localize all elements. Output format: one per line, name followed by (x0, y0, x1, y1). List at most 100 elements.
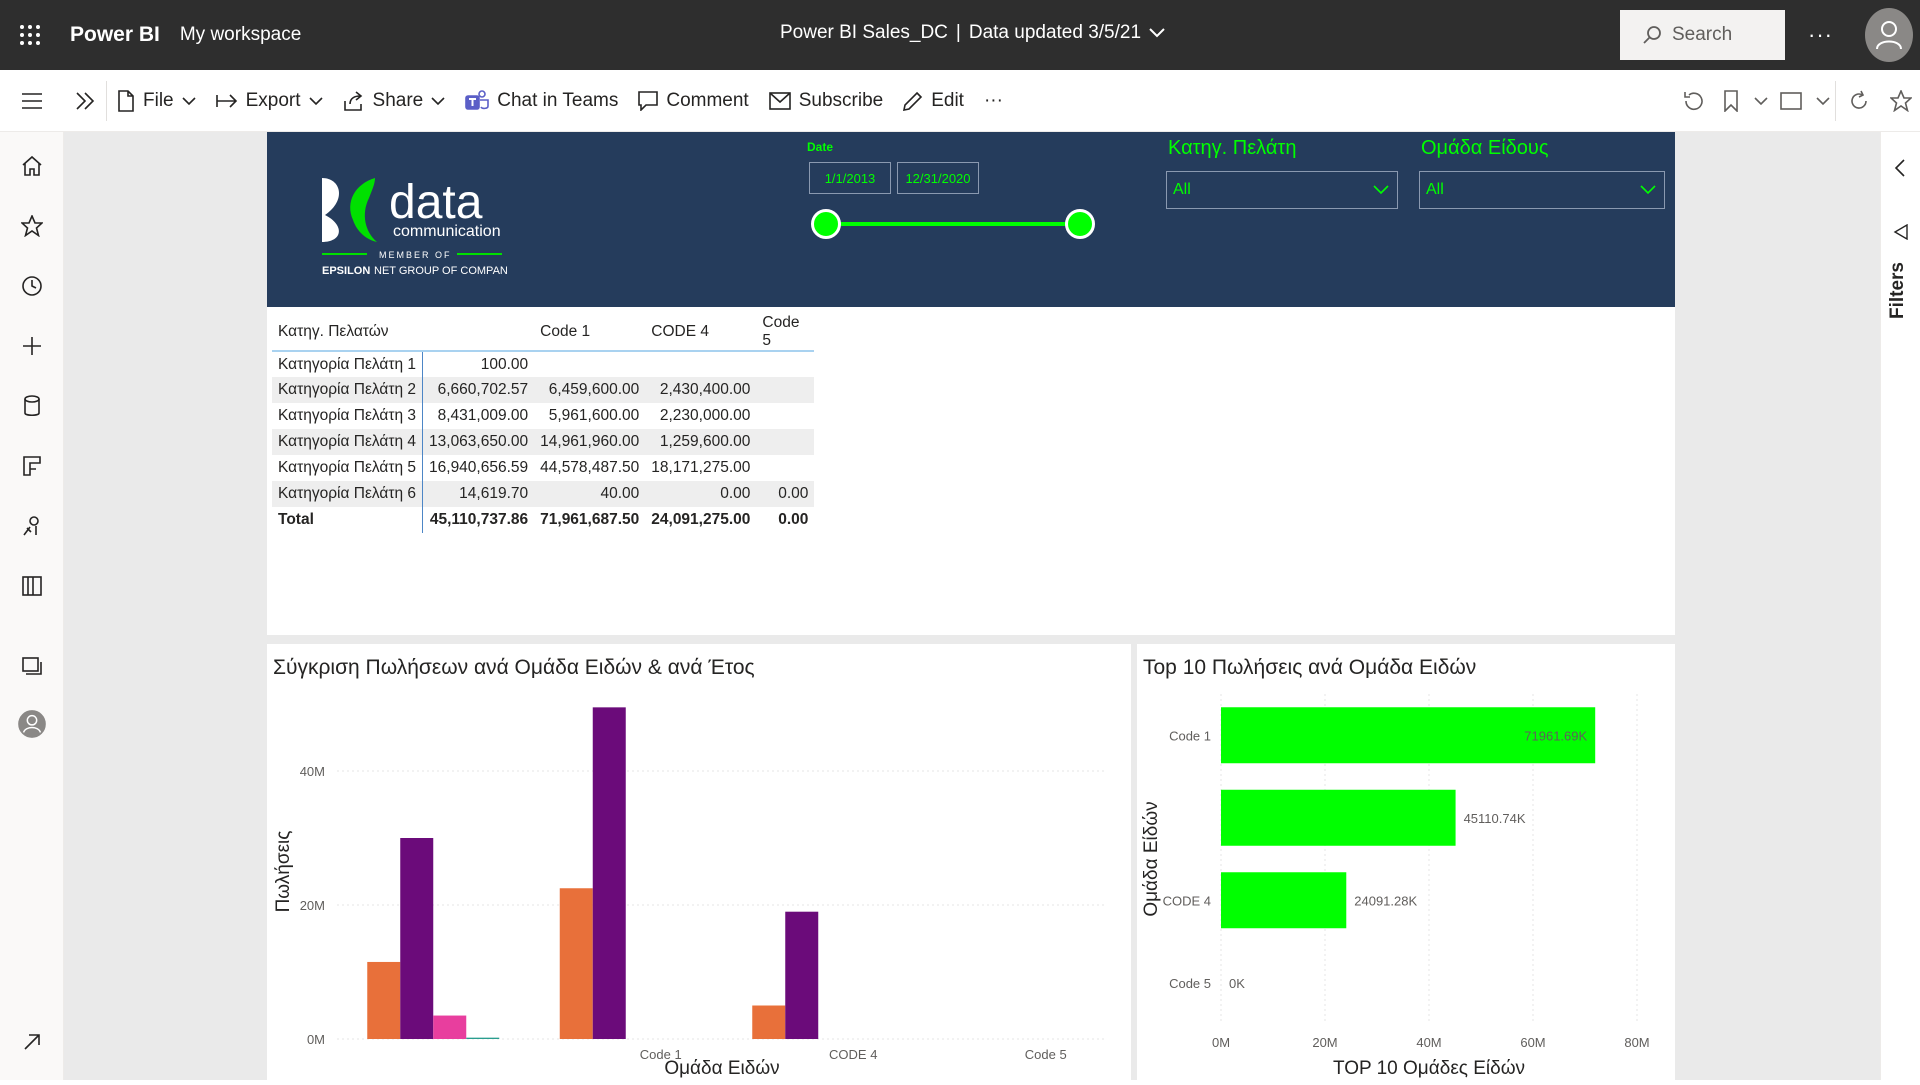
comment-button[interactable]: Comment (628, 70, 758, 132)
matrix-header-cell[interactable] (422, 313, 535, 352)
database-icon (24, 395, 40, 417)
nav-goals[interactable] (18, 452, 46, 480)
favorite-button[interactable] (1882, 70, 1920, 132)
share-menu[interactable]: Share (333, 70, 456, 132)
export-menu[interactable]: Export (206, 70, 333, 132)
nav-favorites[interactable] (18, 212, 46, 240)
matrix-header-cell[interactable]: CODE 4 (645, 313, 757, 352)
matrix-cell: 14,619.70 (422, 481, 535, 507)
subscribe-button[interactable]: Subscribe (759, 70, 894, 132)
view-dropdown[interactable] (1810, 81, 1836, 121)
bar (466, 1037, 500, 1039)
y-tick-label: 20M (300, 898, 325, 913)
hamburger-icon (22, 92, 42, 109)
pencil-icon (903, 91, 923, 111)
user-avatar[interactable] (1865, 8, 1913, 62)
sales-comparison-chart-panel[interactable]: Σύγκριση Πωλήσεων ανά Ομάδα Ειδών & ανά … (267, 644, 1131, 1080)
matrix-row[interactable]: Κατηγορία Πελάτη 1 100.00 (272, 351, 814, 377)
bar (433, 1015, 467, 1039)
section-divider (267, 635, 1675, 644)
y-tick-label: 40M (300, 764, 325, 779)
data-label: 71961.69K (1524, 728, 1587, 743)
customer-category-value: All (1173, 181, 1191, 198)
view-button[interactable] (1772, 70, 1810, 132)
nav-datasets[interactable] (18, 392, 46, 420)
logo-group-rest: NET GROUP OF COMPANIES (374, 265, 507, 277)
matrix-header-cell[interactable]: Code 5 (756, 313, 815, 352)
nav-apps[interactable] (18, 512, 46, 540)
nav-workspaces[interactable] (18, 652, 46, 680)
top10-sales-chart[interactable]: 0M 20M 40M 60M 80M Code 1 71961.69K 45110.74K CO… (1137, 644, 1675, 1080)
file-menu[interactable]: File (107, 70, 206, 132)
matrix-row-header: Κατηγορία Πελάτη 5 (272, 455, 424, 481)
matrix-cell: 8,431,009.00 (437, 407, 529, 424)
matrix-total-label: Total (272, 507, 424, 533)
file-label: File (143, 89, 174, 111)
matrix-header-cell[interactable]: Code 1 (534, 313, 646, 352)
nav-create[interactable] (18, 332, 46, 360)
nav-recent[interactable] (18, 272, 46, 300)
matrix-cell (645, 351, 756, 377)
chat-label: Chat in Teams (497, 89, 619, 111)
matrix-row[interactable]: Κατηγορία Πελάτη 5 16,940,656.59 44,578,… (272, 455, 814, 481)
chat-in-teams-button[interactable]: Chat in Teams (455, 70, 628, 132)
matrix-header-cell[interactable]: Κατηγ. Πελατών (272, 313, 423, 352)
hamburger-menu-button[interactable] (0, 70, 64, 132)
reset-button[interactable] (1674, 70, 1712, 132)
edit-button[interactable]: Edit (893, 70, 974, 132)
undo-icon (1684, 92, 1703, 111)
nav-my-workspace[interactable] (18, 710, 46, 738)
matrix-row[interactable]: Κατηγορία Πελάτη 4 13,063,650.00 14,961,… (272, 429, 815, 455)
sales-comparison-chart[interactable]: 0M 20M 40M Code 1 CODE 4 Code 5 Ομάδα Ειδών Πωλ… (267, 644, 1131, 1080)
filters-pane[interactable]: Filters (1880, 132, 1920, 1080)
matrix-table: Κατηγ. Πελατών Code 1 CODE 4 Code 5 Κατη… (272, 313, 815, 533)
refresh-button[interactable] (1836, 70, 1882, 132)
x-tick-label: 80M (1624, 1035, 1649, 1050)
chevron-down-icon (1373, 185, 1389, 195)
matrix-header-row: Κατηγ. Πελατών Code 1 CODE 4 Code 5 (272, 313, 815, 352)
chevron-left-icon[interactable] (1893, 158, 1907, 178)
date-range-start-handle[interactable] (811, 209, 841, 239)
bar (592, 707, 626, 1039)
matrix-cell (534, 351, 645, 377)
brand-label[interactable]: Power BI (70, 23, 160, 46)
chart-title: Top 10 Πωλήσεις ανά Ομάδα Ειδών (1143, 656, 1477, 679)
teams-icon (465, 89, 490, 110)
nav-get-data[interactable] (18, 1028, 46, 1056)
search-box[interactable]: Search (1620, 10, 1785, 60)
x-tick-label: 0M (1212, 1035, 1230, 1050)
toolbar-more-button[interactable]: ··· (974, 70, 1013, 132)
date-end-input[interactable]: 12/31/2020 (897, 162, 979, 194)
y-tick-label: 0M (307, 1032, 325, 1047)
customer-category-dropdown[interactable]: All (1166, 171, 1398, 209)
item-group-dropdown[interactable]: All (1419, 171, 1665, 209)
more-options-button[interactable]: ··· (1808, 22, 1833, 47)
bookmark-dropdown[interactable] (1750, 70, 1772, 132)
app-launcher-icon[interactable] (0, 0, 60, 70)
date-start-input[interactable]: 1/1/2013 (809, 162, 891, 194)
chart-divider (1131, 644, 1137, 1080)
matrix-row[interactable]: Κατηγορία Πελάτη 2 6,660,702.57 6,459,60… (272, 377, 815, 403)
matrix-row[interactable]: Κατηγορία Πελάτη 6 14,619.70 40.00 0.00 … (272, 481, 815, 507)
filters-label: Filters (1887, 262, 1908, 320)
customer-category-slicer-label: Κατηγ. Πελάτη (1168, 137, 1297, 159)
matrix-total-cell: 71,961,687.50 (540, 511, 640, 528)
expand-button[interactable] (64, 80, 107, 121)
matrix-row[interactable]: Κατηγορία Πελάτη 3 8,431,009.00 5,961,60… (272, 403, 814, 429)
report-title-menu[interactable]: Power BI Sales_DC | Data updated 3/5/21 (780, 22, 1165, 44)
bar (1221, 872, 1347, 929)
y-tick-label: Code 1 (1169, 728, 1211, 743)
nav-home[interactable] (18, 152, 46, 180)
matrix-cell: 13,063,650.00 (422, 429, 535, 455)
bar (559, 888, 593, 1039)
nav-learn[interactable] (18, 572, 46, 600)
bookmark-button[interactable] (1712, 70, 1750, 132)
comment-icon (638, 90, 659, 111)
date-range-track (825, 222, 1081, 226)
matrix-row-header: Κατηγορία Πελάτη 4 (272, 429, 424, 455)
date-range-end-handle[interactable] (1065, 209, 1095, 239)
top10-sales-chart-panel[interactable]: Top 10 Πωλήσεις ανά Ομάδα Ειδών 0M 20M 40M… (1137, 644, 1675, 1080)
star-icon (21, 215, 43, 237)
matrix-cell (756, 403, 814, 429)
workspace-link[interactable]: My workspace (179, 24, 302, 45)
